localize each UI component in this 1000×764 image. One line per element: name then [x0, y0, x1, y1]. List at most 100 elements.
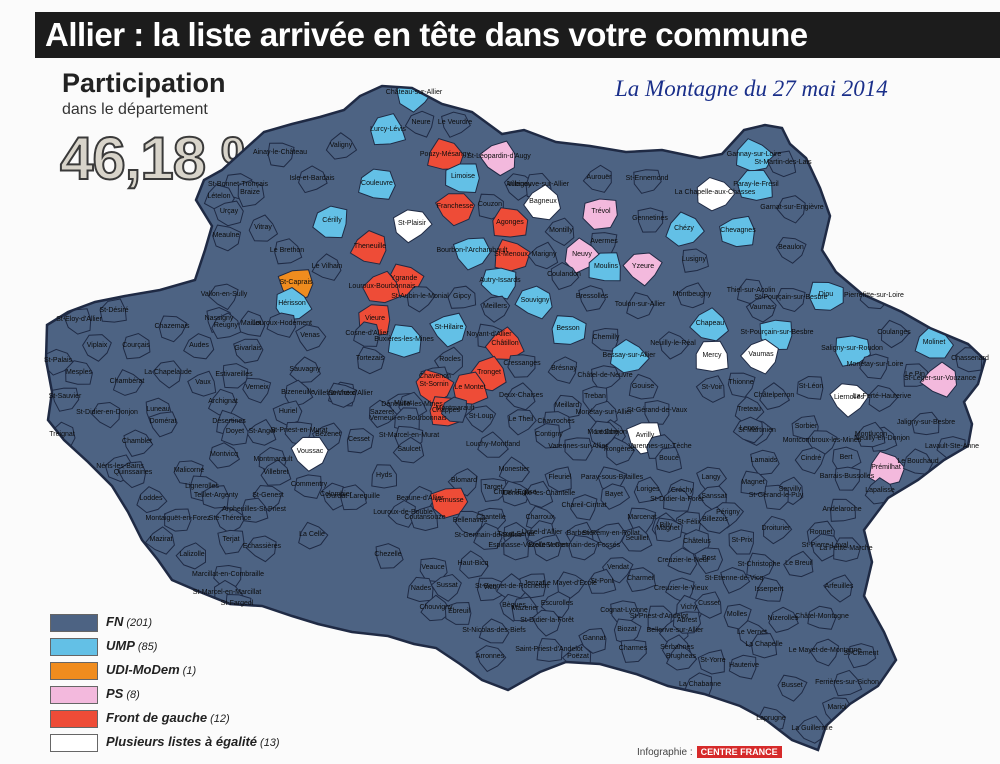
- commune-label: Cressanges: [503, 360, 541, 367]
- commune-area: [404, 110, 435, 138]
- commune-area: [241, 497, 269, 523]
- commune-label: Mazerier: [511, 605, 539, 612]
- commune-area: [727, 372, 756, 398]
- commune-area: [494, 239, 531, 272]
- commune-label: Magnet: [656, 525, 679, 532]
- commune-label: Chavroches: [537, 418, 575, 425]
- commune-label: Vichy: [681, 604, 698, 611]
- commune-label: Ygrande: [391, 275, 418, 282]
- commune-label: Avermes: [590, 238, 618, 245]
- commune-area: [794, 447, 826, 475]
- commune-label: Le Pin: [905, 371, 925, 378]
- commune-area: [394, 407, 420, 432]
- commune-label: Vaumas: [749, 304, 775, 311]
- commune-area: [591, 365, 621, 391]
- commune-label: Molinet: [923, 339, 946, 346]
- commune-label: Vernusse: [434, 497, 463, 504]
- commune-area: [158, 315, 188, 343]
- commune-label: Givarlais: [234, 345, 262, 352]
- commune-label: Sanssat: [701, 493, 726, 500]
- commune-area: [507, 409, 537, 436]
- commune-area: [63, 308, 92, 335]
- commune-area: [588, 420, 619, 449]
- commune-label: Arronnes: [476, 653, 505, 660]
- commune-label: Treteau: [737, 406, 761, 413]
- commune-area: [295, 324, 327, 352]
- commune-area: [312, 205, 348, 239]
- commune-area: [361, 270, 401, 304]
- commune-label: Serbannes: [660, 644, 694, 651]
- commune-area: [807, 605, 837, 630]
- commune-label: St-Priest-en-Murat: [270, 427, 327, 434]
- commune-label: Vallon-en-Sully: [201, 291, 248, 298]
- commune-area: [91, 401, 121, 429]
- commune-label: Paray-sous-Briailles: [581, 474, 644, 481]
- commune-label: Creuzier-le-Vieux: [654, 585, 708, 592]
- commune-label: Arfeuilles: [825, 583, 854, 590]
- commune-area: [834, 466, 861, 491]
- commune-area: [447, 285, 477, 309]
- commune-label: Chezelle: [374, 551, 401, 558]
- commune-area: [911, 411, 940, 436]
- commune-label: Poëzat: [567, 653, 589, 660]
- commune-label: Liernolles: [834, 394, 864, 401]
- commune-label: Le Veurdre: [438, 119, 472, 126]
- commune-label: Haut-Bicq: [458, 560, 489, 567]
- commune-area: [647, 605, 673, 631]
- commune-label: Noyant-d'Allier: [466, 331, 512, 338]
- commune-label: St-Voir: [701, 384, 723, 391]
- commune-area: [311, 253, 342, 281]
- commune-label: Rongères: [604, 446, 635, 453]
- legend-swatch-udi: [50, 662, 98, 680]
- commune-label: Meaulne: [213, 232, 240, 239]
- commune-label: Beaune-d'Allier: [396, 495, 444, 502]
- commune-area: [406, 286, 437, 313]
- commune-label: Monétay-sur-Loire: [847, 361, 904, 368]
- commune-label: Loriges: [637, 486, 660, 493]
- legend-label-fg: Front de gauche (12): [106, 710, 230, 725]
- commune-label: Mariol: [827, 704, 847, 711]
- commune-label: La Celle: [299, 531, 325, 538]
- commune-area: [830, 498, 856, 522]
- commune-label: Chassenard: [951, 355, 989, 362]
- commune-label: Viplaix: [87, 342, 108, 349]
- commune-label: St-Clément: [843, 650, 878, 657]
- commune-label: Brésnay: [551, 365, 577, 372]
- commune-label: Cosne-d'Allier: [345, 330, 389, 337]
- commune-area: [578, 285, 606, 312]
- commune-area: [441, 111, 471, 138]
- commune-area: [503, 534, 530, 561]
- commune-label: Treban: [584, 393, 606, 400]
- commune-label: Archignat: [208, 398, 238, 405]
- commune-area: [582, 164, 612, 193]
- commune-area: [248, 214, 279, 242]
- commune-label: St-Christophe: [738, 561, 781, 568]
- commune-area: [795, 715, 826, 744]
- commune-area: [694, 547, 724, 575]
- commune-label: Lételon: [208, 193, 231, 200]
- commune-label: Coutansouze: [404, 514, 445, 521]
- commune-label: Lenax: [739, 425, 759, 432]
- commune-label: St-Marcel-en-Murat: [379, 432, 439, 439]
- commune-label: Cesset: [348, 436, 370, 443]
- commune-label: St-Didier-en-Donjon: [76, 409, 138, 416]
- commune-label: Gipcy: [453, 293, 471, 300]
- commune-label: St-Léopardin-d'Augy: [467, 153, 531, 160]
- commune-area: [796, 375, 824, 400]
- commune-area: [476, 577, 505, 602]
- commune-label: St-Eloy-d'Allier: [56, 316, 102, 323]
- commune-area: [260, 459, 292, 486]
- commune-label: St-Palais: [44, 357, 73, 364]
- commune-label: Créchy: [671, 487, 694, 494]
- commune-area: [633, 476, 664, 504]
- commune-label: Yzeure: [632, 263, 654, 270]
- commune-label: Bessay-sur-Allier: [603, 352, 657, 359]
- commune-area: [452, 237, 492, 271]
- commune-label: St-Léon: [799, 383, 824, 390]
- commune-area: [745, 295, 777, 323]
- commune-label: St-Bonnet-Tronçais: [208, 181, 269, 188]
- commune-label: Biozat: [617, 626, 637, 633]
- commune-area: [501, 480, 531, 507]
- commune-label: Chevagnes: [720, 227, 756, 234]
- commune-area: [902, 448, 933, 475]
